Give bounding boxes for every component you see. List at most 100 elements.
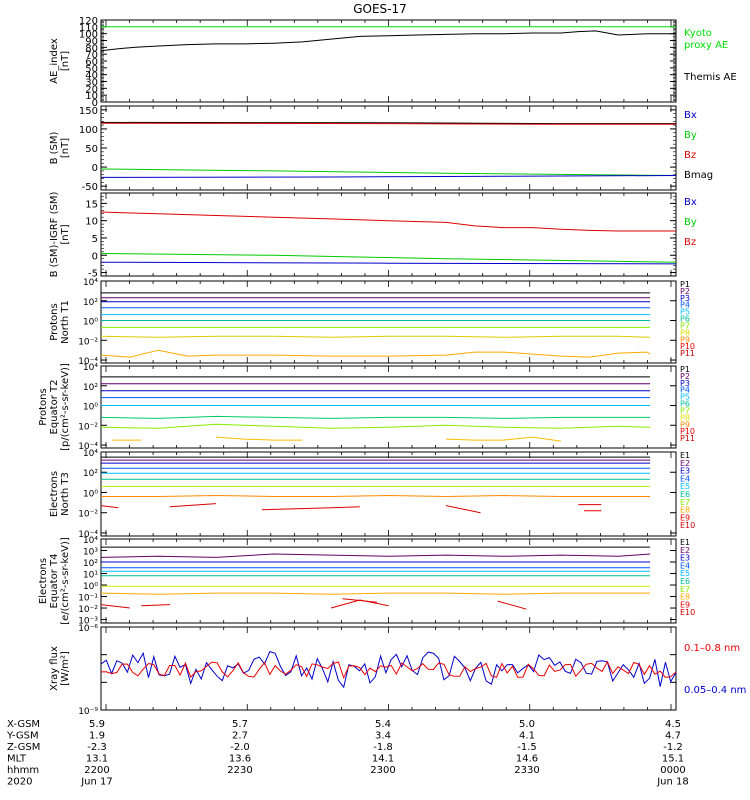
legend-entry: E5 bbox=[680, 482, 690, 491]
x-axis-value: -2.3 bbox=[87, 742, 107, 753]
x-axis-value: 5.7 bbox=[232, 719, 248, 730]
series-line bbox=[100, 211, 676, 232]
panel-frame bbox=[100, 451, 677, 537]
y-tick-label: 10⁻² bbox=[78, 422, 98, 432]
y-axis-label: B (SM) bbox=[49, 131, 60, 164]
panel-frame bbox=[100, 19, 677, 103]
x-axis-row-label: X-GSM bbox=[7, 719, 40, 730]
y-tick-label: 110 bbox=[79, 23, 98, 34]
y-tick-label: 5 bbox=[92, 234, 98, 245]
series-line bbox=[100, 121, 676, 125]
y-tick-label: 10² bbox=[83, 298, 98, 308]
panel-frame bbox=[100, 365, 677, 449]
y-tick-label: 10⁰ bbox=[83, 318, 98, 328]
x-axis-value: 4.5 bbox=[665, 719, 681, 730]
x-axis-value: 3.4 bbox=[375, 731, 391, 742]
y-axis-label: Equator T2 bbox=[49, 380, 60, 435]
x-axis-value: 4.1 bbox=[519, 731, 535, 742]
y-tick-label: 100 bbox=[79, 30, 98, 41]
legend-entry: P6 bbox=[680, 400, 690, 409]
legend-entry: E2 bbox=[680, 459, 690, 468]
y-tick-label: 10⁻³ bbox=[78, 617, 98, 627]
y-tick-label: 60 bbox=[85, 57, 98, 68]
legend-entry: E8 bbox=[680, 506, 690, 515]
y-tick-label: 15 bbox=[85, 199, 98, 210]
legend-entry: E10 bbox=[680, 521, 695, 530]
x-axis-value: 2300 bbox=[370, 765, 395, 776]
y-tick-label: 80 bbox=[85, 43, 98, 54]
y-tick-label: 150 bbox=[79, 106, 98, 117]
x-axis-value: 2230 bbox=[227, 765, 252, 776]
y-tick-label: 10⁻⁴ bbox=[78, 357, 98, 367]
legend-entry: E8 bbox=[680, 593, 690, 602]
panel-bigrf: -5 0 5 10 15 B (SM)-IGRF (SM) [nT] Bx By Bz bbox=[49, 192, 697, 280]
legend-entry: P1 bbox=[680, 280, 690, 289]
y-tick-label: 10⁴ bbox=[83, 363, 98, 373]
series-line bbox=[100, 30, 676, 52]
legend-entry: E4 bbox=[680, 474, 690, 483]
y-tick-label: 30 bbox=[85, 78, 98, 89]
x-axis-value: -1.2 bbox=[663, 742, 683, 753]
series-line bbox=[101, 494, 651, 498]
legend-entry: Bz bbox=[684, 150, 696, 161]
legend-entry: Themis AE bbox=[683, 72, 737, 83]
series-line bbox=[100, 168, 677, 176]
y-axis-label: Equator T4 bbox=[49, 554, 60, 609]
legend-entry: P6 bbox=[680, 315, 690, 324]
x-axis-row-label: hhmm bbox=[7, 765, 39, 776]
y-tick-label: 10⁰ bbox=[83, 403, 98, 413]
y-tick-label: 10⁻¹ bbox=[78, 594, 98, 604]
y-tick-label: 10⁰ bbox=[83, 582, 98, 592]
legend-entry: 0.05–0.4 nm bbox=[684, 685, 746, 696]
x-axis-value: Jun 17 bbox=[80, 777, 113, 788]
x-axis-value: 14.1 bbox=[372, 754, 394, 765]
legend-entry: P4 bbox=[680, 386, 690, 395]
x-axis-value: 1.9 bbox=[89, 731, 105, 742]
y-axis-label: [W/m²] bbox=[60, 651, 71, 686]
series-line bbox=[445, 436, 562, 442]
y-tick-label: 10⁴ bbox=[83, 536, 98, 546]
y-axis-label: B (SM)-IGRF (SM) bbox=[49, 192, 60, 278]
legend-entry: P5 bbox=[680, 308, 690, 317]
y-tick-label: 10⁻² bbox=[78, 605, 98, 615]
y-tick-label: 10⁻² bbox=[78, 510, 98, 520]
series-line bbox=[100, 650, 677, 689]
series-line bbox=[169, 503, 217, 508]
x-axis-value: 5.9 bbox=[89, 719, 105, 730]
series-line bbox=[100, 553, 651, 558]
legend-entry: E10 bbox=[680, 608, 695, 617]
legend-entry: E1 bbox=[680, 538, 690, 547]
y-tick-label: 10⁻⁶ bbox=[78, 624, 98, 634]
figure-title: GOES-17 bbox=[353, 2, 407, 16]
y-tick-label: 10⁻⁴ bbox=[78, 530, 98, 540]
legend-entry: E9 bbox=[680, 513, 690, 522]
y-axis-label: Protons bbox=[49, 303, 60, 340]
legend-entry: P9 bbox=[680, 420, 690, 429]
panel-protons1: 10⁻⁴ 10⁻² 10⁰ 10² 10⁴ Protons North T1 P1P2P3P4… bbox=[49, 278, 695, 367]
legend-entry: Bx bbox=[684, 110, 697, 121]
x-axis-value: 4.7 bbox=[665, 731, 681, 742]
y-tick-label: -50 bbox=[82, 182, 98, 193]
y-axis-label: [nT] bbox=[60, 224, 71, 244]
y-tick-label: 0 bbox=[92, 251, 98, 262]
y-axis-label: [p/(cm²-s-sr-keV)] bbox=[60, 363, 71, 451]
y-tick-label: 10² bbox=[83, 559, 98, 569]
legend-entry: P7 bbox=[680, 321, 690, 330]
y-tick-label: 50 bbox=[85, 64, 98, 75]
y-tick-label: 10⁴ bbox=[83, 449, 98, 459]
y-axis-label: [nT] bbox=[60, 51, 71, 71]
legend-entry: P10 bbox=[680, 342, 695, 351]
legend-entry: P8 bbox=[680, 328, 690, 337]
x-axis-value: 13.6 bbox=[229, 754, 251, 765]
x-axis-value: Jun 18 bbox=[656, 777, 689, 788]
y-tick-label: 10⁻⁹ bbox=[78, 707, 98, 717]
series-line bbox=[100, 592, 651, 595]
legend-entry: Bz bbox=[684, 237, 696, 248]
panel-xray: 10⁻⁹ 10⁻⁶ Xray flux [W/m²] 0.1–0.8 nm 0.05–0.… bbox=[49, 624, 746, 717]
x-axis-value: 2.7 bbox=[232, 731, 248, 742]
x-axis-value: -2.0 bbox=[230, 742, 250, 753]
x-axis-row-label: 2020 bbox=[7, 777, 32, 788]
y-tick-label: 70 bbox=[85, 50, 98, 61]
series-line bbox=[100, 604, 130, 609]
